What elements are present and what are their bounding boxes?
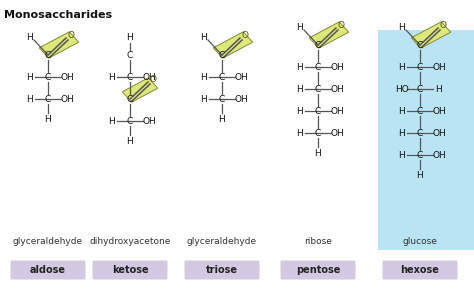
FancyBboxPatch shape [383, 260, 457, 280]
Text: H: H [399, 23, 405, 32]
Text: C: C [45, 50, 51, 59]
Text: H: H [201, 72, 207, 81]
Text: H: H [297, 106, 303, 115]
Text: dihydroxyacetone: dihydroxyacetone [89, 238, 171, 246]
Text: C: C [315, 63, 321, 72]
Text: O: O [149, 75, 156, 84]
Text: H: H [127, 137, 133, 146]
Text: H: H [219, 115, 225, 124]
Text: H: H [399, 128, 405, 137]
Text: OH: OH [234, 95, 248, 104]
Text: C: C [127, 95, 133, 104]
Text: C: C [127, 50, 133, 59]
Text: pentose: pentose [296, 265, 340, 275]
Text: glyceraldehyde: glyceraldehyde [187, 238, 257, 246]
Text: C: C [417, 106, 423, 115]
Text: C: C [417, 63, 423, 72]
Text: O: O [439, 21, 447, 30]
Text: C: C [417, 128, 423, 137]
Text: C: C [315, 84, 321, 93]
Text: H: H [297, 128, 303, 137]
Text: H: H [27, 34, 33, 43]
Text: H: H [297, 63, 303, 72]
Text: H: H [27, 72, 33, 81]
Text: HO: HO [395, 84, 409, 93]
Text: H: H [27, 95, 33, 104]
Text: H: H [297, 84, 303, 93]
Text: H: H [399, 106, 405, 115]
Text: H: H [127, 34, 133, 43]
Text: glyceraldehyde: glyceraldehyde [13, 238, 83, 246]
Text: OH: OH [432, 151, 446, 160]
Text: C: C [315, 41, 321, 50]
Text: H: H [297, 23, 303, 32]
Text: OH: OH [330, 106, 344, 115]
Text: OH: OH [330, 128, 344, 137]
Text: O: O [241, 30, 248, 39]
Text: C: C [315, 106, 321, 115]
Text: H: H [201, 95, 207, 104]
FancyBboxPatch shape [281, 260, 356, 280]
Text: C: C [417, 151, 423, 160]
Text: H: H [399, 151, 405, 160]
Text: OH: OH [142, 117, 156, 126]
Text: C: C [219, 50, 225, 59]
Text: H: H [109, 117, 115, 126]
FancyBboxPatch shape [10, 260, 85, 280]
Text: C: C [45, 95, 51, 104]
Text: ribose: ribose [304, 238, 332, 246]
Text: C: C [219, 95, 225, 104]
Text: C: C [127, 72, 133, 81]
Text: C: C [127, 117, 133, 126]
Text: triose: triose [206, 265, 238, 275]
FancyBboxPatch shape [184, 260, 259, 280]
Polygon shape [213, 32, 253, 58]
Text: C: C [417, 84, 423, 93]
Text: H: H [417, 171, 423, 180]
Text: C: C [219, 72, 225, 81]
FancyBboxPatch shape [92, 260, 167, 280]
Text: OH: OH [60, 72, 74, 81]
Text: H: H [399, 63, 405, 72]
Text: aldose: aldose [30, 265, 66, 275]
Polygon shape [310, 22, 349, 48]
Text: O: O [337, 21, 345, 30]
Text: OH: OH [432, 63, 446, 72]
Text: H: H [109, 72, 115, 81]
Text: H: H [315, 148, 321, 157]
Text: hexose: hexose [401, 265, 439, 275]
Polygon shape [122, 78, 158, 102]
Text: Monosaccharides: Monosaccharides [4, 10, 112, 20]
Polygon shape [411, 22, 451, 48]
Text: OH: OH [234, 72, 248, 81]
Text: OH: OH [330, 84, 344, 93]
Text: OH: OH [142, 72, 156, 81]
Text: H: H [201, 34, 207, 43]
Polygon shape [39, 32, 79, 58]
Text: C: C [315, 128, 321, 137]
Text: OH: OH [432, 106, 446, 115]
Text: O: O [67, 30, 74, 39]
Text: OH: OH [432, 128, 446, 137]
Text: OH: OH [60, 95, 74, 104]
Text: OH: OH [330, 63, 344, 72]
Text: C: C [45, 72, 51, 81]
Text: glucose: glucose [402, 238, 438, 246]
Bar [378, 30, 474, 250]
Text: C: C [417, 41, 423, 50]
Text: H: H [45, 115, 51, 124]
Text: ketose: ketose [112, 265, 148, 275]
Text: H: H [436, 84, 442, 93]
